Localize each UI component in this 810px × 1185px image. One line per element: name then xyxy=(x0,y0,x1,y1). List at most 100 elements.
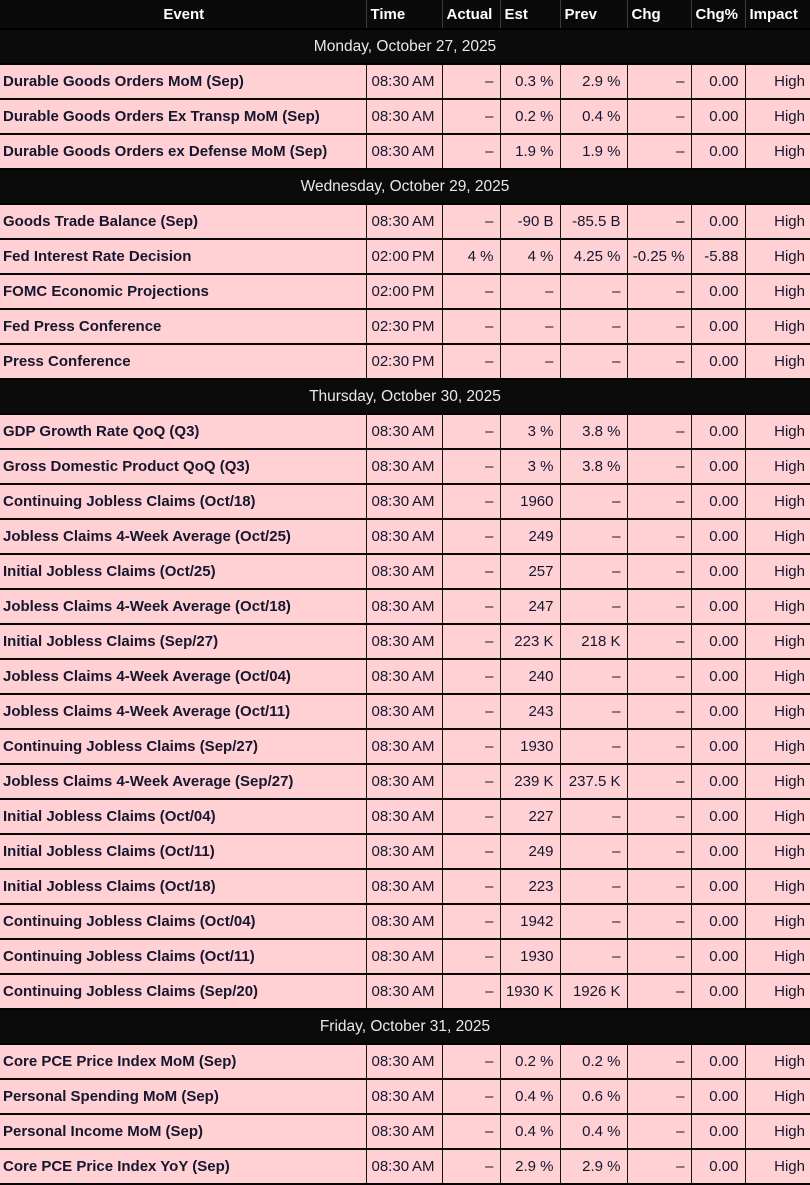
cell-actual: – xyxy=(441,98,500,134)
event-row[interactable]: Continuing Jobless Claims (Oct/04) 08:30 … xyxy=(0,903,810,939)
cell-est: 249 xyxy=(499,833,560,869)
event-row[interactable]: Continuing Jobless Claims (Sep/27) 08:30 … xyxy=(0,728,810,764)
cell-time: 08:30 AM xyxy=(365,518,442,554)
cell-impact: High xyxy=(744,938,810,974)
cell-est: 3 % xyxy=(499,413,560,449)
cell-chgpct: 0.00 xyxy=(690,938,745,974)
cell-event: Goods Trade Balance (Sep) xyxy=(0,203,366,239)
cell-chgpct: 0.00 xyxy=(690,98,745,134)
cell-time: 08:30 AM xyxy=(365,98,442,134)
column-header-impact: Impact xyxy=(744,0,810,30)
event-row[interactable]: Jobless Claims 4-Week Average (Sep/27) 08… xyxy=(0,763,810,799)
event-row[interactable]: Continuing Jobless Claims (Oct/11) 08:30 … xyxy=(0,938,810,974)
event-row[interactable]: Fed Interest Rate Decision 02:00 PM 4 % 4 %… xyxy=(0,238,810,274)
cell-chgpct: 0.00 xyxy=(690,448,745,484)
cell-prev: – xyxy=(559,483,627,519)
date-band-row: Monday, October 27, 2025 xyxy=(0,28,810,65)
cell-chg: – xyxy=(626,1078,691,1114)
cell-chgpct: 0.00 xyxy=(690,553,745,589)
cell-time: 08:30 AM xyxy=(365,413,442,449)
cell-actual: – xyxy=(441,448,500,484)
cell-prev: – xyxy=(559,693,627,729)
cell-chg: – xyxy=(626,98,691,134)
cell-event: Fed Interest Rate Decision xyxy=(0,238,366,274)
cell-impact: High xyxy=(744,693,810,729)
event-row[interactable]: Jobless Claims 4-Week Average (Oct/18) 08… xyxy=(0,588,810,624)
cell-prev: – xyxy=(559,273,627,309)
event-row[interactable]: Goods Trade Balance (Sep) 08:30 AM – -90 B-… xyxy=(0,203,810,239)
column-header-actual: Actual xyxy=(441,0,500,30)
column-header-event: Event xyxy=(0,0,366,30)
event-row[interactable]: Initial Jobless Claims (Sep/27) 08:30 AM –… xyxy=(0,623,810,659)
cell-est: 249 xyxy=(499,518,560,554)
event-row[interactable]: Fed Press Conference 02:30 PM – – – –0.00 High xyxy=(0,308,810,344)
cell-chg: – xyxy=(626,308,691,344)
cell-impact: High xyxy=(744,518,810,554)
event-row[interactable]: Jobless Claims 4-Week Average (Oct/11) 08… xyxy=(0,693,810,729)
event-row[interactable]: Initial Jobless Claims (Oct/18) 08:30 AM –… xyxy=(0,868,810,904)
column-header-chgpct: Chg% xyxy=(690,0,745,30)
event-row[interactable]: Durable Goods Orders Ex Transp MoM (Sep)… xyxy=(0,98,810,134)
cell-actual: – xyxy=(441,728,500,764)
cell-prev: – xyxy=(559,728,627,764)
cell-chgpct: 0.00 xyxy=(690,693,745,729)
cell-prev: 1926 K xyxy=(559,973,627,1009)
event-row[interactable]: Initial Jobless Claims (Oct/11) 08:30 AM –… xyxy=(0,833,810,869)
cell-actual: – xyxy=(441,203,500,239)
cell-chg: – xyxy=(626,343,691,379)
event-row[interactable]: Durable Goods Orders ex Defense MoM (Sep… xyxy=(0,133,810,169)
cell-impact: High xyxy=(744,728,810,764)
cell-chg: – xyxy=(626,483,691,519)
cell-prev: – xyxy=(559,938,627,974)
event-row[interactable]: FOMC Economic Projections 02:00 PM – – – –0.0… xyxy=(0,273,810,309)
event-row[interactable]: Durable Goods Orders MoM (Sep) 08:30 AM –0… xyxy=(0,63,810,99)
cell-impact: High xyxy=(744,553,810,589)
cell-event: Jobless Claims 4-Week Average (Oct/11) xyxy=(0,693,366,729)
cell-actual: 4 % xyxy=(441,238,500,274)
cell-time: 08:30 AM xyxy=(365,868,442,904)
event-row[interactable]: Core PCE Price Index YoY (Sep) 08:30 AM –2… xyxy=(0,1148,810,1184)
cell-est: 240 xyxy=(499,658,560,694)
event-row[interactable]: Gross Domestic Product QoQ (Q3) 08:30 AM –… xyxy=(0,448,810,484)
cell-chg: – xyxy=(626,1148,691,1184)
event-row[interactable]: Jobless Claims 4-Week Average (Oct/04) 08… xyxy=(0,658,810,694)
cell-prev: – xyxy=(559,658,627,694)
cell-chg: – xyxy=(626,903,691,939)
cell-actual: – xyxy=(441,588,500,624)
cell-prev: 0.6 % xyxy=(559,1078,627,1114)
cell-chg: – xyxy=(626,798,691,834)
event-row[interactable]: Initial Jobless Claims (Oct/25) 08:30 AM –… xyxy=(0,553,810,589)
cell-est: 0.4 % xyxy=(499,1078,560,1114)
cell-chgpct: 0.00 xyxy=(690,273,745,309)
event-row[interactable]: Personal Income MoM (Sep) 08:30 AM –0.4 % 0… xyxy=(0,1113,810,1149)
cell-event: Durable Goods Orders Ex Transp MoM (Sep) xyxy=(0,98,366,134)
cell-prev: 0.4 % xyxy=(559,1113,627,1149)
event-row[interactable]: GDP Growth Rate QoQ (Q3) 08:30 AM –3 % 3.8 … xyxy=(0,413,810,449)
cell-impact: High xyxy=(744,763,810,799)
cell-chgpct: 0.00 xyxy=(690,1043,745,1079)
event-row[interactable]: Continuing Jobless Claims (Sep/20) 08:30 … xyxy=(0,973,810,1009)
cell-actual: – xyxy=(441,133,500,169)
cell-chg: – xyxy=(626,833,691,869)
cell-chgpct: 0.00 xyxy=(690,728,745,764)
cell-est: 2.9 % xyxy=(499,1148,560,1184)
cell-impact: High xyxy=(744,308,810,344)
event-row[interactable]: Press Conference 02:30 PM – – – –0.00 High xyxy=(0,343,810,379)
cell-actual: – xyxy=(441,1148,500,1184)
cell-prev: 4.25 % xyxy=(559,238,627,274)
cell-prev: – xyxy=(559,553,627,589)
cell-est: 243 xyxy=(499,693,560,729)
cell-est: 0.3 % xyxy=(499,63,560,99)
event-row[interactable]: Jobless Claims 4-Week Average (Oct/25) 08… xyxy=(0,518,810,554)
cell-actual: – xyxy=(441,658,500,694)
event-row[interactable]: Initial Jobless Claims (Oct/04) 08:30 AM –… xyxy=(0,798,810,834)
cell-time: 08:30 AM xyxy=(365,448,442,484)
cell-prev: 3.8 % xyxy=(559,413,627,449)
event-row[interactable]: Continuing Jobless Claims (Oct/18) 08:30 … xyxy=(0,483,810,519)
event-row[interactable]: Personal Spending MoM (Sep) 08:30 AM –0.4 … xyxy=(0,1078,810,1114)
cell-est: – xyxy=(499,273,560,309)
cell-chg: – xyxy=(626,728,691,764)
event-row[interactable]: Core PCE Price Index MoM (Sep) 08:30 AM –0… xyxy=(0,1043,810,1079)
cell-est: 227 xyxy=(499,798,560,834)
column-header-chg: Chg xyxy=(626,0,691,30)
